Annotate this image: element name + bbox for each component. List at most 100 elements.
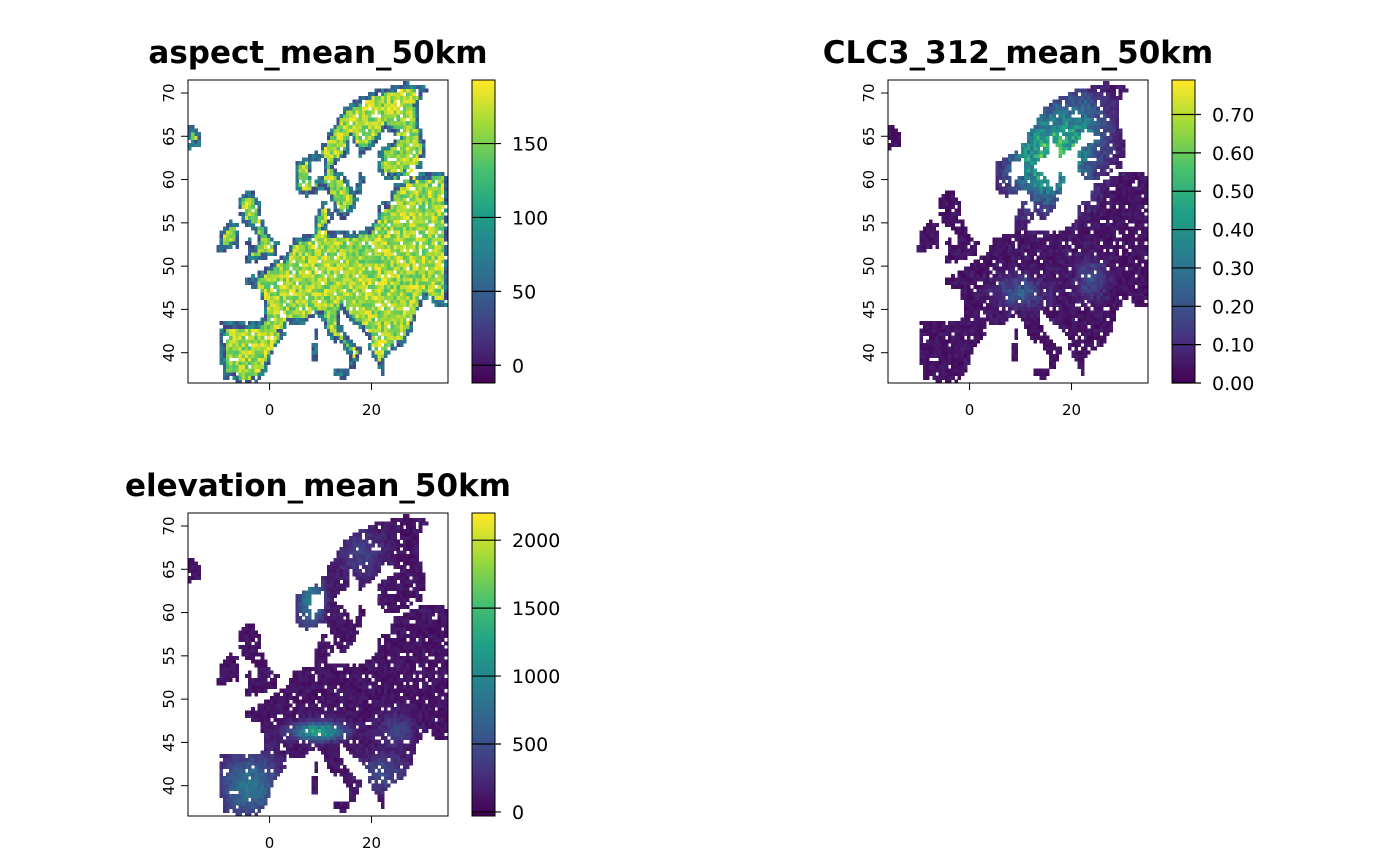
raster-cell xyxy=(232,233,236,238)
raster-cell xyxy=(1011,277,1015,282)
raster-cell xyxy=(241,219,246,224)
raster-cell xyxy=(257,233,262,238)
raster-cell xyxy=(339,212,344,217)
raster-cell xyxy=(963,226,968,231)
raster-cell xyxy=(188,146,192,151)
raster-cell xyxy=(349,299,353,304)
raster-cell xyxy=(434,248,439,253)
raster-cell xyxy=(267,353,271,358)
raster-cell xyxy=(1039,335,1044,340)
raster-cell xyxy=(1014,183,1018,188)
raster-cell xyxy=(1046,273,1050,278)
raster-cell xyxy=(998,168,1003,173)
raster-cell xyxy=(330,135,334,140)
raster-cell xyxy=(1087,295,1091,300)
raster-cell xyxy=(377,106,382,111)
raster-cell xyxy=(979,324,984,329)
raster-cell xyxy=(1074,92,1079,97)
raster-cell xyxy=(1068,233,1072,238)
raster-cell xyxy=(960,233,965,238)
raster-cell xyxy=(1065,252,1069,257)
raster-cell xyxy=(339,375,344,380)
raster-cell xyxy=(387,248,391,253)
raster-cell xyxy=(1077,103,1082,108)
raster-cell xyxy=(941,215,946,220)
raster-cell xyxy=(267,324,271,329)
raster-cell xyxy=(1074,295,1079,300)
raster-cell xyxy=(377,135,382,140)
raster-cell xyxy=(377,284,382,289)
raster-cell xyxy=(339,273,344,278)
raster-cell xyxy=(339,193,344,198)
raster-cell xyxy=(323,223,328,228)
raster-cell xyxy=(1058,241,1063,246)
raster-cell xyxy=(1030,193,1034,198)
raster-cell xyxy=(387,335,391,340)
raster-cell xyxy=(301,248,306,253)
raster-cell xyxy=(412,270,416,275)
raster-cell xyxy=(444,295,448,300)
raster-cell xyxy=(374,306,379,311)
raster-cell xyxy=(342,248,347,253)
raster-cell xyxy=(985,273,990,278)
raster-cell xyxy=(270,281,274,286)
raster-cell xyxy=(891,124,895,129)
raster-cell xyxy=(1080,88,1085,93)
raster-cell xyxy=(390,143,394,148)
raster-cell xyxy=(339,299,344,304)
raster-cell xyxy=(1087,175,1091,180)
raster-cell xyxy=(368,124,372,129)
raster-cell xyxy=(254,252,258,257)
raster-cell xyxy=(1014,252,1018,257)
raster-cell xyxy=(1008,168,1012,173)
raster-cell xyxy=(998,244,1003,249)
raster-cell xyxy=(276,321,281,326)
raster-cell xyxy=(270,324,274,329)
raster-cell xyxy=(431,281,435,286)
raster-cell xyxy=(1008,241,1012,246)
raster-cell xyxy=(317,212,322,217)
raster-cell xyxy=(973,332,977,337)
raster-cell xyxy=(418,135,423,140)
raster-cell xyxy=(330,168,334,173)
raster-cell xyxy=(393,321,398,326)
raster-cell xyxy=(957,270,962,275)
raster-cell xyxy=(929,353,933,358)
raster-cell xyxy=(267,332,271,337)
legend-color-step xyxy=(472,246,495,250)
raster-cell xyxy=(948,372,952,377)
raster-cell xyxy=(330,244,334,249)
raster-cell xyxy=(989,244,993,249)
raster-cell xyxy=(336,292,341,297)
raster-cell xyxy=(1046,132,1050,137)
raster-cell xyxy=(402,157,407,162)
raster-cell xyxy=(1071,328,1075,333)
raster-cell xyxy=(241,368,246,373)
raster-cell xyxy=(361,303,366,308)
raster-cell xyxy=(954,372,958,377)
raster-cell xyxy=(1033,135,1037,140)
raster-cell xyxy=(960,255,965,260)
raster-cell xyxy=(273,321,277,326)
raster-cell xyxy=(327,153,331,158)
raster-cell xyxy=(342,117,347,122)
raster-cell xyxy=(409,92,413,97)
raster-cell xyxy=(396,255,401,260)
raster-cell xyxy=(406,310,410,315)
raster-cell xyxy=(276,259,281,264)
raster-cell xyxy=(1077,263,1082,268)
raster-cell xyxy=(371,241,375,246)
raster-cell xyxy=(1008,164,1012,169)
raster-cell xyxy=(267,299,271,304)
raster-cell xyxy=(409,244,413,249)
raster-cell xyxy=(336,139,341,144)
raster-cell xyxy=(396,124,401,129)
raster-cell xyxy=(308,186,312,191)
raster-cell xyxy=(938,361,943,366)
raster-cell xyxy=(948,204,952,209)
raster-cell xyxy=(342,190,347,195)
raster-cell xyxy=(314,284,318,289)
raster-cell xyxy=(289,313,293,318)
raster-cell xyxy=(1065,143,1069,148)
raster-cell xyxy=(1077,226,1082,231)
